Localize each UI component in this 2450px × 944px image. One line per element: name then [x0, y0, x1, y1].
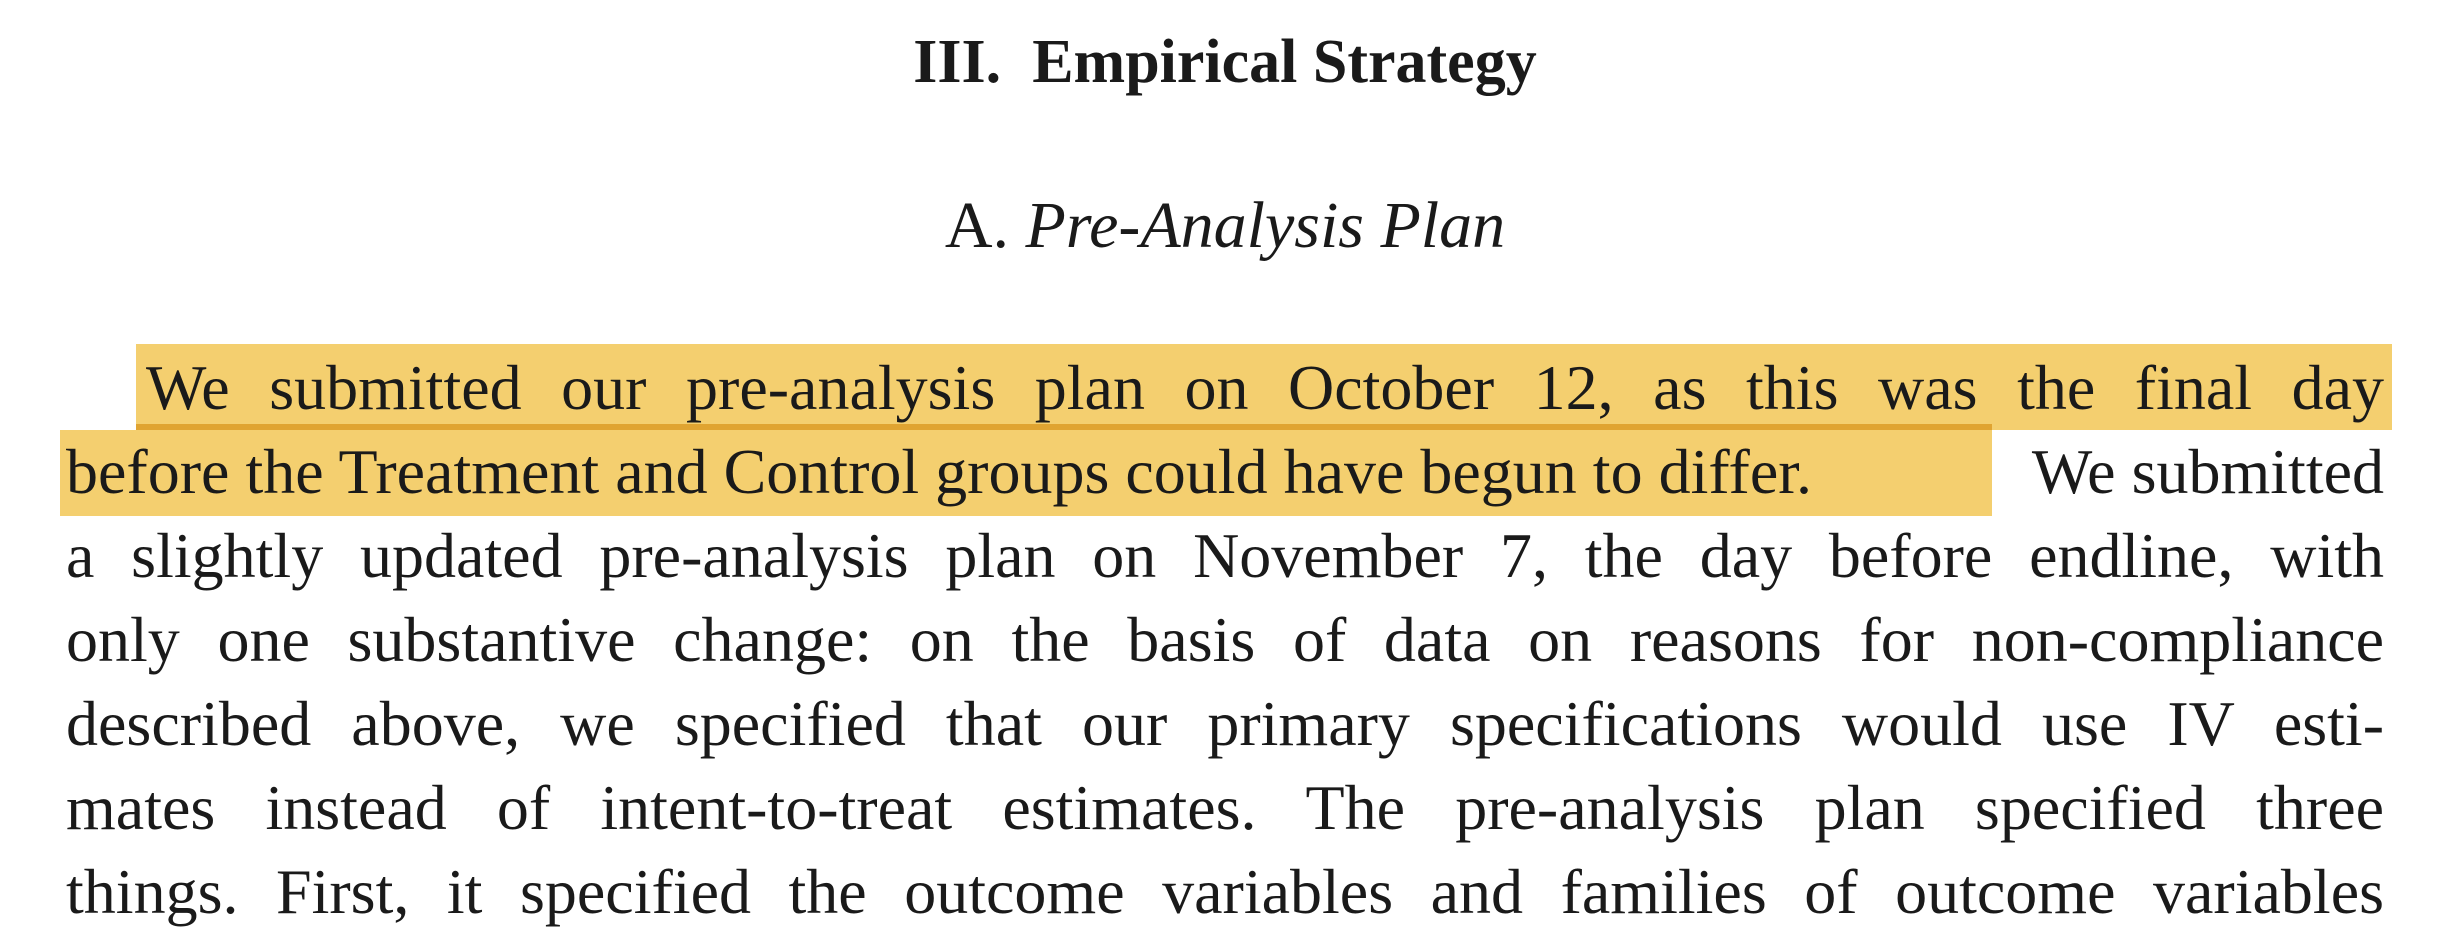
highlight-underline [136, 424, 1992, 430]
paragraph-line-5: described above, we specified that our p… [66, 688, 2384, 759]
subsection-title: Pre-Analysis Plan [1025, 189, 1506, 262]
section-heading: III. Empirical Strategy [0, 22, 2450, 102]
paragraph-line-1[interactable]: We submitted our pre-analysis plan on Oc… [146, 352, 2384, 423]
paragraph-line-6: mates instead of intent-to-treat estimat… [66, 772, 2384, 843]
paragraph-line-4: only one substantive change: on the basi… [66, 604, 2384, 675]
paragraph-line-3: a slightly updated pre-analysis plan on … [66, 520, 2384, 591]
highlight-block-line-1 [136, 344, 2392, 430]
subsection-heading: A. Pre-Analysis Plan [0, 186, 2450, 266]
paragraph-line-2[interactable]: before the Treatment and Control groups … [66, 430, 2384, 514]
subsection-letter: A. [944, 189, 1010, 262]
paragraph-line-7: things. First, it specified the outcome … [66, 856, 2384, 927]
highlight-block-line-2 [60, 430, 1992, 516]
section-number: III. [913, 28, 1002, 96]
paragraph-line-2-rest: We submitted [2031, 436, 2384, 507]
highlighted-sentence[interactable]: before the Treatment and Control groups … [66, 436, 1812, 507]
section-title: Empirical Strategy [1032, 28, 1537, 96]
